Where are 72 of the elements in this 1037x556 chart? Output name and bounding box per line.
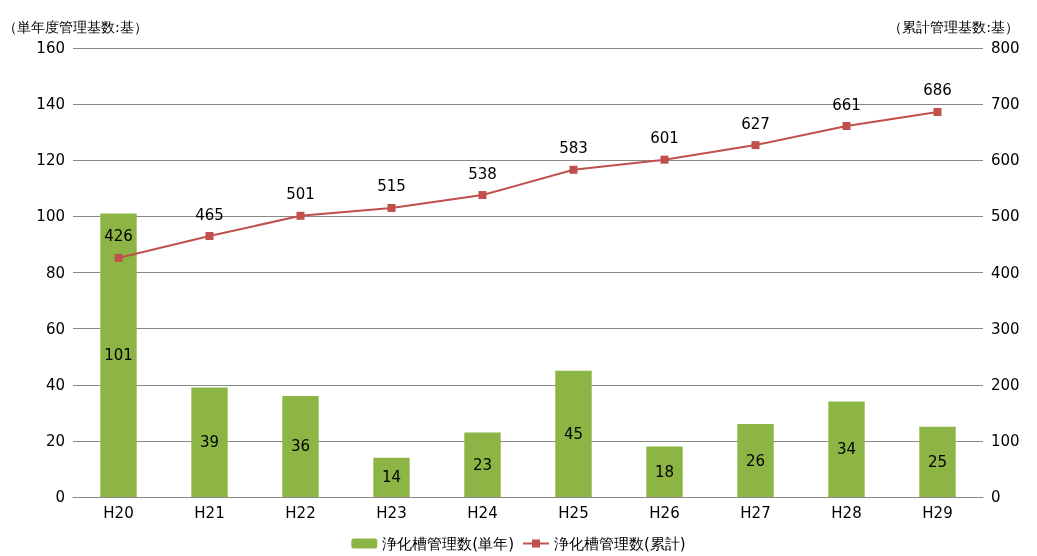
data-label: 515 (377, 177, 406, 196)
point (842, 122, 851, 131)
bar (919, 426, 956, 497)
x-tick-label: H25 (558, 503, 589, 522)
data-label: 661 (832, 95, 861, 114)
x-tick-label: H27 (740, 503, 771, 522)
data-label: 39 (199, 433, 220, 452)
bar (373, 457, 410, 497)
data-label: 23 (472, 455, 493, 474)
y-tick-label: 100 (36, 207, 65, 226)
x-tick-label: H20 (103, 503, 134, 522)
y2-tick-label: 700 (991, 95, 1020, 114)
bar (646, 446, 683, 497)
data-label: 18 (654, 462, 675, 481)
legend-label: 浄化槽管理数(累計) (554, 534, 686, 553)
data-label: 14 (381, 468, 402, 487)
y2-tick-label: 200 (991, 375, 1020, 394)
y-tick-label: 40 (45, 375, 65, 394)
data-label: 36 (290, 437, 311, 456)
legend-label: 浄化槽管理数(単年) (382, 534, 515, 553)
data-label: 583 (559, 139, 588, 158)
y-tick-label: 80 (45, 263, 65, 282)
y-axis-title: （単年度管理基数:基） (3, 19, 148, 35)
y2-tick-label: 100 (991, 431, 1020, 450)
y-tick-label: 0 (55, 488, 65, 506)
y2-tick-label: 400 (991, 263, 1020, 282)
bar (100, 213, 137, 497)
y2-tick-label: 300 (991, 319, 1020, 338)
data-label: 686 (923, 81, 952, 100)
data-label: 627 (741, 114, 770, 133)
x-tick-label: H26 (649, 503, 680, 522)
point (296, 211, 305, 220)
y2-tick-label: 0 (991, 488, 1001, 506)
data-label: 426 (104, 227, 133, 246)
y2-tick-label: 500 (991, 207, 1020, 226)
y2-tick-label: 600 (991, 151, 1020, 170)
y-tick-label: 140 (36, 95, 65, 114)
point (569, 165, 578, 174)
bar (191, 387, 228, 497)
bar (737, 424, 774, 497)
y2-axis-title: （累計管理基数:基） (888, 19, 1019, 35)
x-tick-label: H29 (922, 503, 953, 522)
point (933, 107, 942, 116)
point (478, 191, 487, 200)
data-label: 101 (104, 346, 133, 365)
point (114, 253, 123, 262)
data-label: 465 (195, 205, 224, 224)
x-tick-label: H23 (376, 503, 407, 522)
bar (464, 432, 501, 497)
point (660, 155, 669, 164)
y-tick-label: 60 (45, 319, 65, 338)
x-tick-label: H22 (285, 503, 316, 522)
point (205, 232, 214, 241)
point (751, 141, 760, 150)
y-tick-label: 120 (36, 151, 65, 170)
point (387, 203, 396, 212)
x-tick-label: H28 (831, 503, 862, 522)
y-tick-label: 20 (45, 431, 65, 450)
data-label: 501 (286, 185, 315, 204)
data-label: 34 (836, 440, 857, 459)
y2-tick-label: 800 (991, 39, 1020, 57)
bar (282, 395, 319, 497)
data-label: 45 (563, 424, 584, 443)
x-tick-label: H24 (467, 503, 498, 522)
y-tick-label: 160 (36, 39, 65, 57)
x-tick-label: H21 (194, 503, 225, 522)
bar (555, 370, 592, 497)
bar (828, 401, 865, 497)
data-label: 601 (650, 129, 679, 148)
data-label: 538 (468, 164, 497, 183)
data-label: 26 (745, 451, 766, 470)
data-label: 25 (927, 452, 948, 471)
